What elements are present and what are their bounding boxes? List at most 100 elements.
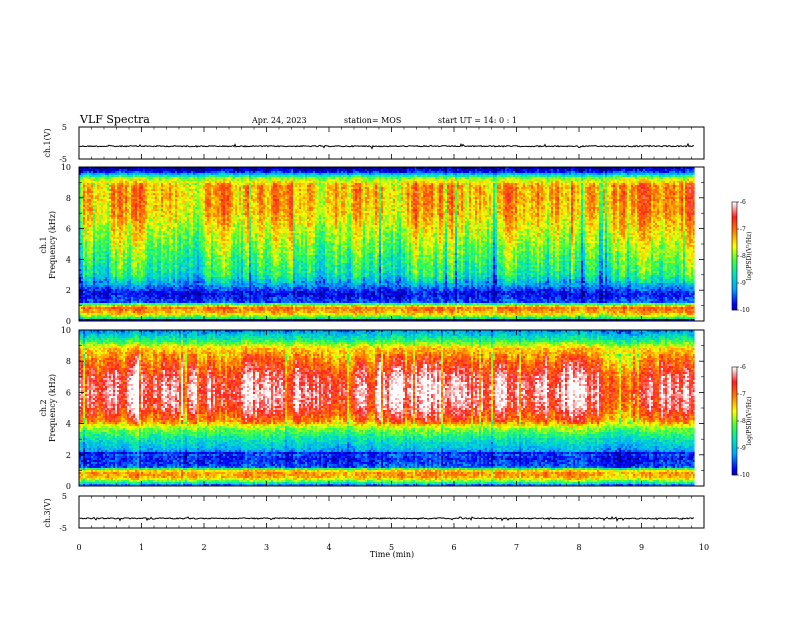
spectrogram-cell — [149, 259, 151, 261]
spectrogram-cell — [161, 273, 163, 275]
spectrogram-cell — [97, 305, 99, 307]
spectrogram-cell — [121, 239, 123, 241]
spectrogram-cell — [93, 303, 95, 305]
spectrogram-cell — [141, 199, 143, 201]
spectrogram-cell — [135, 249, 137, 251]
spectrogram-cell — [97, 245, 99, 247]
spectrogram-cell — [133, 191, 135, 193]
spectrogram-cell — [163, 211, 165, 213]
spectrogram-cell — [123, 293, 125, 295]
spectrogram-cell — [121, 223, 123, 225]
spectrogram-cell — [137, 187, 139, 189]
spectrogram-cell — [117, 271, 119, 273]
spectrogram-cell — [171, 233, 173, 235]
spectrogram-cell — [101, 181, 103, 183]
spectrogram-cell — [167, 283, 169, 285]
spectrogram-cell — [169, 241, 171, 243]
spectrogram-cell — [151, 245, 153, 247]
spectrogram-cell — [91, 273, 93, 275]
spectrogram-cell — [89, 275, 91, 277]
spectrogram-cell — [171, 291, 173, 293]
spectrogram-cell — [163, 171, 165, 173]
spectrogram-cell — [103, 185, 105, 187]
spectrogram-cell — [153, 243, 155, 245]
spectrogram-cell — [103, 295, 105, 297]
spectrogram-cell — [125, 191, 127, 193]
spectrogram-cell — [85, 181, 87, 183]
spectrogram-cell — [121, 187, 123, 189]
spectrogram-cell — [111, 229, 113, 231]
spectrogram-cell — [85, 305, 87, 307]
spectrogram-cell — [173, 219, 175, 221]
spectrogram-cell — [161, 179, 163, 181]
spectrogram-cell — [151, 301, 153, 303]
spectrogram-cell — [117, 237, 119, 239]
spectrogram-cell — [93, 181, 95, 183]
spectrogram-cell — [129, 177, 131, 179]
spectrogram-cell — [113, 175, 115, 177]
spectrogram-cell — [103, 237, 105, 239]
spectrogram-cell — [119, 259, 121, 261]
spectrogram-cell — [121, 231, 123, 233]
spectrogram-cell — [161, 293, 163, 295]
spectrogram-cell — [87, 245, 89, 247]
spectrogram-cell — [135, 237, 137, 239]
spectrogram-cell — [111, 205, 113, 207]
spectrogram-cell — [107, 273, 109, 275]
spectrogram-cell — [145, 225, 147, 227]
spectrogram-cell — [159, 255, 161, 257]
spectrogram-cell — [169, 181, 171, 183]
spectrogram-cell — [113, 193, 115, 195]
spectrogram-cell — [81, 171, 83, 173]
spectrogram-cell — [137, 171, 139, 173]
spectrogram-cell — [95, 193, 97, 195]
spectrogram-cell — [109, 293, 111, 295]
spectrogram-cell — [123, 169, 125, 171]
spectrogram-cell — [155, 291, 157, 293]
spectrogram-cell — [91, 295, 93, 297]
spectrogram-cell — [157, 171, 159, 173]
spectrogram-cell — [169, 269, 171, 271]
spectrogram-cell — [93, 285, 95, 287]
spectrogram-cell — [169, 283, 171, 285]
spectrogram-cell — [163, 307, 165, 309]
spectrogram-cell — [91, 229, 93, 231]
spectrogram-cell — [147, 283, 149, 285]
spectrogram-cell — [129, 299, 131, 301]
spectrogram-cell — [81, 201, 83, 203]
spectrogram-cell — [131, 291, 133, 293]
spectrogram-cell — [115, 315, 117, 317]
spectrogram-cell — [149, 273, 151, 275]
spectrogram-cell — [109, 183, 111, 185]
spectrogram-cell — [107, 267, 109, 269]
spectrogram-cell — [153, 251, 155, 253]
spectrogram-cell — [87, 283, 89, 285]
spectrogram-cell — [157, 303, 159, 305]
spectrogram-cell — [167, 303, 169, 305]
spectrogram-cell — [101, 287, 103, 289]
spectrogram-cell — [87, 265, 89, 267]
spectrogram-cell — [117, 311, 119, 313]
spectrogram-cell — [161, 235, 163, 237]
spectrogram-cell — [131, 267, 133, 269]
spectrogram-cell — [103, 201, 105, 203]
spectrogram-cell — [149, 231, 151, 233]
spectrogram-cell — [155, 219, 157, 221]
spectrogram-cell — [99, 245, 101, 247]
spectrogram-cell — [97, 285, 99, 287]
spectrogram-cell — [81, 249, 83, 251]
spectrogram-cell — [153, 239, 155, 241]
spectrogram-cell — [123, 245, 125, 247]
spectrogram-cell — [139, 305, 141, 307]
spectrogram-cell — [111, 277, 113, 279]
spectrogram-cell — [111, 253, 113, 255]
spectrogram-cell — [159, 275, 161, 277]
spectrogram-cell — [147, 311, 149, 313]
spectrogram-cell — [133, 269, 135, 271]
spectrogram-cell — [173, 221, 175, 223]
spectrogram-cell — [151, 221, 153, 223]
spectrogram-cell — [99, 265, 101, 267]
spectrogram-cell — [101, 281, 103, 283]
spectrogram-cell — [165, 273, 167, 275]
spectrogram-cell — [125, 243, 127, 245]
